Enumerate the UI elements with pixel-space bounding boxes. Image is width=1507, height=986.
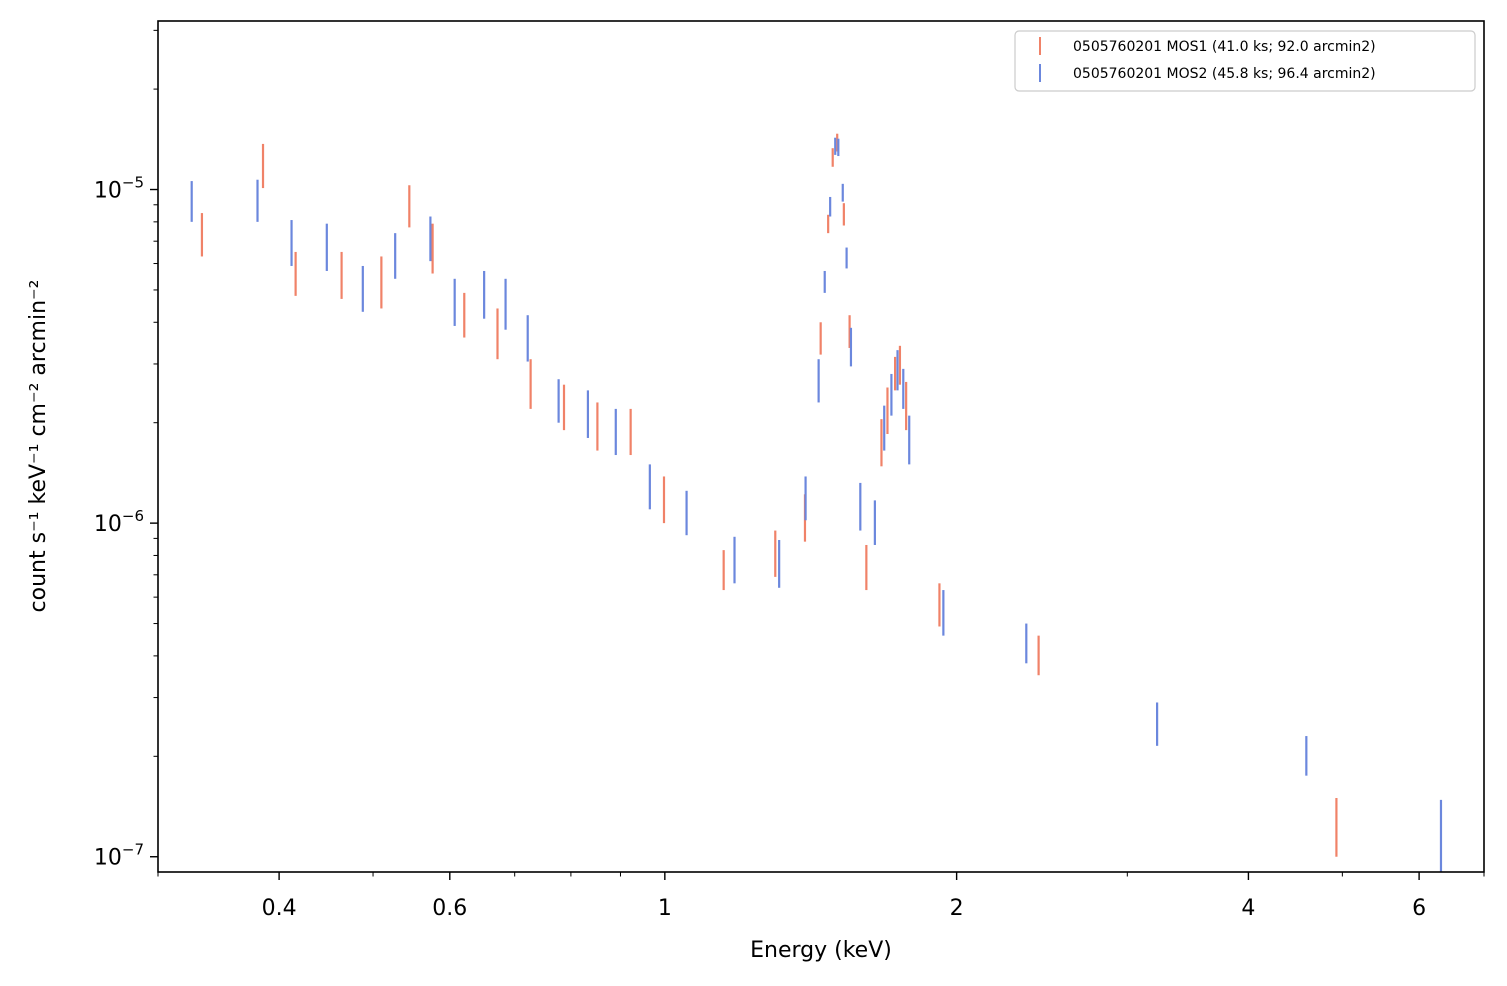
y-tick-label: 10−7 bbox=[94, 841, 144, 871]
legend-label-mos2: 0505760201 MOS2 (45.8 ks; 96.4 arcmin2) bbox=[1073, 66, 1376, 82]
y-axis-label: count s⁻¹ keV⁻¹ cm⁻² arcmin⁻² bbox=[26, 280, 51, 613]
x-tick-label: 6 bbox=[1412, 896, 1426, 921]
x-tick-label: 2 bbox=[950, 896, 964, 921]
x-axis: 0.4 0.6 1 2 4 6 bbox=[157, 872, 1485, 921]
x-tick-label: 4 bbox=[1241, 896, 1255, 921]
y-tick-label: 10−6 bbox=[94, 507, 144, 537]
legend-label-mos1: 0505760201 MOS1 (41.0 ks; 92.0 arcmin2) bbox=[1073, 39, 1376, 55]
y-axis: 10−7 10−6 10−5 bbox=[94, 29, 158, 871]
plot-frame bbox=[157, 20, 1485, 873]
y-tick-label: 10−5 bbox=[94, 174, 144, 204]
x-axis-label: Energy (keV) bbox=[750, 938, 892, 963]
legend: 0505760201 MOS1 (41.0 ks; 92.0 arcmin2) … bbox=[1014, 30, 1476, 92]
x-tick-label: 1 bbox=[658, 896, 672, 921]
x-tick-label: 0.4 bbox=[262, 896, 297, 921]
series-mos1 bbox=[200, 133, 1338, 857]
x-tick-label: 0.6 bbox=[432, 896, 467, 921]
series-mos2 bbox=[190, 137, 1443, 872]
data-layer bbox=[190, 133, 1443, 872]
legend-frame bbox=[1014, 30, 1476, 92]
